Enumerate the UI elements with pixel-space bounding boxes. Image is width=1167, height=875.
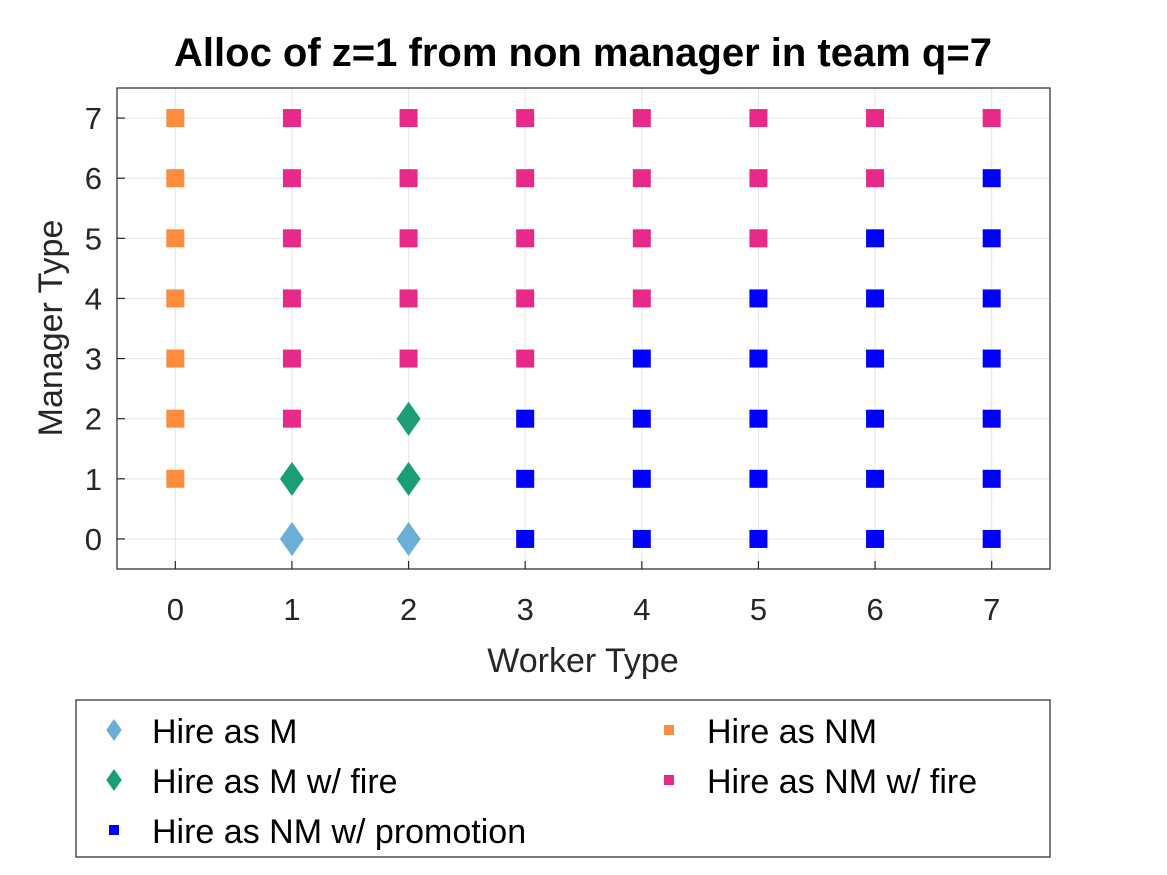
data-point-square xyxy=(282,229,301,248)
data-point-square xyxy=(982,169,1001,188)
x-tick-label: 2 xyxy=(400,592,417,627)
data-point-square xyxy=(749,229,768,248)
data-point-square xyxy=(399,169,418,188)
plot-area-frame xyxy=(116,87,1051,570)
data-point-square xyxy=(749,109,768,128)
data-point-diamond xyxy=(279,461,304,496)
data-point-square xyxy=(632,409,651,428)
data-point-square xyxy=(982,109,1001,128)
data-point-square xyxy=(516,109,535,128)
legend-entry-label: Hire as M xyxy=(152,713,297,751)
data-point-square xyxy=(632,109,651,128)
data-point-square xyxy=(749,349,768,368)
data-point-square xyxy=(166,469,185,488)
y-tick-label: 7 xyxy=(85,101,102,136)
legend-marker-square xyxy=(109,825,119,835)
data-point-square xyxy=(166,169,185,188)
data-point-square xyxy=(282,409,301,428)
y-tick-label: 6 xyxy=(85,161,102,196)
data-point-square xyxy=(866,169,885,188)
data-point-square xyxy=(866,529,885,548)
data-point-square xyxy=(749,529,768,548)
data-point-square xyxy=(282,109,301,128)
y-tick-label: 5 xyxy=(85,221,102,256)
data-point-square xyxy=(516,229,535,248)
x-axis-label: Worker Type xyxy=(487,642,678,680)
data-point-square xyxy=(632,349,651,368)
legend-entry-label: Hire as NM w/ fire xyxy=(707,763,977,801)
y-tick-label: 0 xyxy=(85,522,102,557)
data-point-square xyxy=(749,289,768,308)
y-axis-label: Manager Type xyxy=(32,220,70,437)
data-point-square xyxy=(166,229,185,248)
data-point-square xyxy=(866,349,885,368)
data-point-square xyxy=(399,349,418,368)
data-point-square xyxy=(749,169,768,188)
data-point-diamond xyxy=(396,461,421,496)
tick-layer: 0 1 2 3 4 5 6 7 0 1 2 3 4 5 6 7 xyxy=(85,101,1001,627)
y-tick-label: 3 xyxy=(85,342,102,377)
x-tick-label: 7 xyxy=(983,592,1000,627)
data-point-square xyxy=(399,229,418,248)
data-point-square xyxy=(166,409,185,428)
data-point-square xyxy=(749,409,768,428)
x-tick-label: 3 xyxy=(517,592,534,627)
legend-marker-diamond xyxy=(106,719,122,741)
data-point-square xyxy=(632,529,651,548)
data-point-square xyxy=(516,409,535,428)
data-point-square xyxy=(866,109,885,128)
data-point-square xyxy=(982,409,1001,428)
data-point-square xyxy=(282,169,301,188)
legend-entry-label: Hire as NM w/ promotion xyxy=(152,813,526,851)
legend-marker-square xyxy=(664,775,674,785)
data-point-square xyxy=(866,409,885,428)
legend-marker-diamond xyxy=(106,769,122,791)
data-point-square xyxy=(632,469,651,488)
x-tick-label: 4 xyxy=(633,592,650,627)
y-tick-label: 2 xyxy=(85,402,102,437)
data-point-square xyxy=(982,229,1001,248)
legend-box xyxy=(75,699,1051,858)
x-tick-label: 1 xyxy=(283,592,300,627)
data-point-square xyxy=(282,349,301,368)
marker-layer xyxy=(166,109,1001,556)
legend-entry-label: Hire as NM xyxy=(707,713,877,751)
data-point-square xyxy=(516,169,535,188)
grid-layer xyxy=(117,88,1050,569)
data-point-square xyxy=(982,529,1001,548)
data-point-square xyxy=(632,169,651,188)
y-tick-label: 1 xyxy=(85,462,102,497)
data-point-square xyxy=(399,109,418,128)
legend-entry-label: Hire as M w/ fire xyxy=(152,763,398,801)
data-point-square xyxy=(866,229,885,248)
data-point-square xyxy=(282,289,301,308)
y-tick-label: 4 xyxy=(85,281,102,316)
data-point-square xyxy=(399,289,418,308)
chart-title: Alloc of z=1 from non manager in team q=… xyxy=(174,31,992,75)
data-point-square xyxy=(516,289,535,308)
data-point-square xyxy=(632,229,651,248)
data-point-square xyxy=(166,289,185,308)
data-point-square xyxy=(166,349,185,368)
data-point-square xyxy=(982,349,1001,368)
data-point-square xyxy=(516,529,535,548)
data-point-square xyxy=(982,469,1001,488)
data-point-diamond xyxy=(396,521,421,556)
legend: Hire as M Hire as M w/ fire Hire as NM w/ … xyxy=(75,699,1051,858)
data-point-square xyxy=(166,109,185,128)
data-point-square xyxy=(516,469,535,488)
x-tick-label: 0 xyxy=(167,592,184,627)
data-point-square xyxy=(982,289,1001,308)
data-point-square xyxy=(866,469,885,488)
data-point-square xyxy=(632,289,651,308)
data-point-diamond xyxy=(279,521,304,556)
x-tick-label: 5 xyxy=(750,592,767,627)
legend-marker-square xyxy=(664,725,674,735)
x-tick-label: 6 xyxy=(866,592,883,627)
data-point-square xyxy=(749,469,768,488)
data-point-diamond xyxy=(396,401,421,436)
data-point-square xyxy=(866,289,885,308)
data-point-square xyxy=(516,349,535,368)
